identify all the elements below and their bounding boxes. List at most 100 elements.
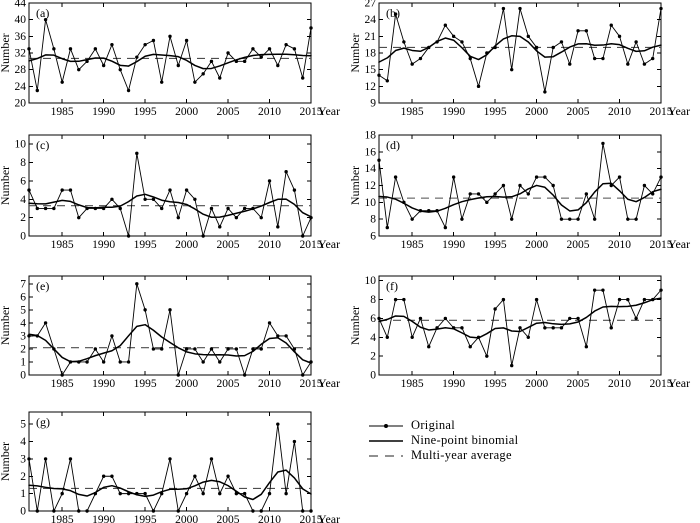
x-tick-label: 1990 — [442, 239, 465, 251]
x-tick-label: 2000 — [175, 239, 198, 251]
data-point-marker — [493, 307, 497, 311]
data-point-marker — [651, 297, 655, 302]
y-tick-label: 4 — [20, 194, 26, 206]
x-tick-label: 2010 — [608, 106, 631, 118]
x-tick-label: 1995 — [134, 378, 157, 390]
data-point-marker — [218, 225, 222, 229]
data-point-marker — [77, 360, 81, 364]
data-point-marker — [251, 206, 255, 211]
y-tick-label: 15 — [365, 64, 377, 76]
average-dashed-line-sample-icon — [369, 454, 403, 457]
data-point-marker — [168, 457, 172, 461]
data-point-marker — [218, 360, 222, 364]
data-point-marker — [242, 59, 247, 64]
data-point-marker — [85, 360, 89, 364]
data-point-marker — [617, 175, 622, 179]
data-point-marker — [534, 45, 539, 50]
data-point-marker — [101, 63, 106, 68]
data-point-marker — [402, 297, 406, 302]
data-point-marker — [501, 297, 506, 302]
data-point-marker — [176, 373, 180, 377]
panel-letter: (f) — [386, 279, 398, 293]
data-point-marker — [52, 206, 56, 211]
data-point-marker — [418, 56, 423, 61]
data-point-marker — [68, 188, 73, 192]
data-point-marker — [259, 215, 263, 220]
y-tick-label: 4 — [20, 436, 26, 448]
y-tick-label: 28 — [15, 64, 27, 76]
y-tick-label: 12 — [365, 180, 377, 192]
data-point-marker — [418, 209, 423, 213]
data-point-marker — [135, 151, 139, 156]
x-tick-label: 1985 — [401, 106, 424, 118]
data-point-marker — [377, 158, 381, 162]
data-point-marker — [160, 491, 164, 496]
data-point-marker — [101, 206, 106, 211]
x-tick-label: 2010 — [608, 239, 631, 251]
data-point-marker — [518, 6, 522, 11]
y-tick-label: 4 — [370, 332, 376, 344]
x-tick-label: 1995 — [484, 239, 507, 251]
x-tick-label: 1990 — [442, 378, 465, 390]
y-tick-label: 12 — [365, 81, 377, 93]
y-tick-label: 6 — [370, 313, 376, 325]
data-point-marker — [118, 67, 122, 72]
y-tick-label: 2 — [20, 212, 26, 224]
y-tick-label: 9 — [370, 98, 376, 110]
data-point-marker — [201, 72, 205, 76]
y-tick-label: 5 — [20, 419, 26, 431]
x-tick-label: 2005 — [567, 378, 590, 390]
data-point-marker — [601, 141, 605, 146]
y-axis-label: Number — [350, 166, 362, 205]
data-point-marker — [209, 59, 214, 64]
data-point-marker — [267, 47, 272, 51]
legend-item-binomial: Nine-point binomial — [368, 433, 598, 448]
y-tick-label: 0 — [20, 370, 26, 382]
y-tick-label: 20 — [15, 98, 27, 110]
y-tick-label: 0 — [370, 370, 376, 382]
data-point-marker — [551, 45, 555, 50]
y-tick-label: 10 — [365, 275, 377, 287]
data-point-marker — [543, 90, 547, 94]
data-point-marker — [460, 217, 464, 221]
panel-g-chart: 1985 1990 1995 2000 2005 2010 2015 0 1 2 3 4 5 Number… — [0, 411, 340, 523]
data-point-marker — [410, 62, 414, 66]
data-point-marker — [35, 206, 39, 211]
data-point-marker — [592, 288, 597, 292]
data-point-marker — [292, 188, 297, 192]
y-axis-label: Number — [0, 166, 12, 205]
data-point-marker — [193, 197, 197, 201]
data-point-marker — [526, 34, 530, 39]
x-tick-label: 1985 — [51, 514, 74, 523]
data-point-marker — [493, 192, 497, 196]
data-point-marker — [184, 347, 189, 351]
x-tick-label: 2005 — [567, 239, 590, 251]
data-point-marker — [609, 23, 613, 27]
data-point-marker — [110, 334, 114, 338]
data-point-marker — [592, 217, 597, 221]
x-axis-label: Year — [668, 237, 690, 251]
panel-letter: (d) — [386, 138, 400, 152]
data-point-marker — [176, 509, 180, 513]
y-tick-label: 3 — [20, 453, 26, 465]
data-point-marker — [126, 491, 131, 496]
nine-point-binomial-series — [378, 297, 662, 339]
x-tick-label: 2010 — [608, 378, 631, 390]
x-tick-label: 1990 — [92, 378, 115, 390]
data-point-marker — [135, 55, 139, 59]
data-point-marker — [609, 326, 613, 330]
data-point-marker — [242, 491, 247, 496]
panel-c-chart: 1985 1990 1995 2000 2005 2010 2015 0 2 4 6 8 10 Numbe… — [0, 134, 340, 251]
y-tick-label: 6 — [20, 175, 26, 187]
axes-box — [378, 2, 662, 104]
data-point-marker — [151, 197, 156, 201]
panel-letter: (g) — [36, 415, 50, 429]
data-point-marker — [534, 297, 539, 302]
data-point-marker — [435, 209, 439, 213]
panel-a-chart: 1985 1990 1995 2000 2005 2010 2015 20 24 28 32 36 40… — [0, 0, 340, 118]
data-point-marker — [209, 457, 214, 461]
data-point-marker — [267, 321, 272, 325]
data-point-marker — [659, 6, 663, 11]
y-axis-label: Number — [0, 33, 12, 72]
data-point-marker — [251, 509, 255, 513]
